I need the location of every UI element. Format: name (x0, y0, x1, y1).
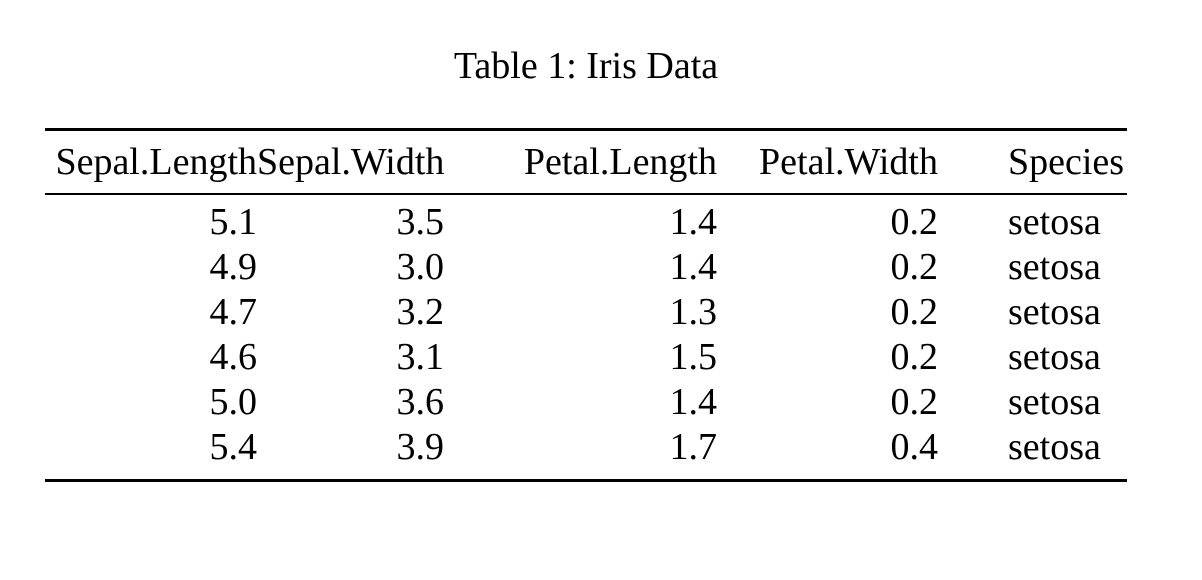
table-header: Sepal.Length Sepal.Width Petal.Length Pe… (45, 129, 1127, 195)
document-page: Table 1: Iris Data Sepal.Length Sepal.Wi… (45, 44, 1127, 482)
cell-petal-width: 0.2 (890, 201, 939, 243)
table-row: 5.0 3.6 1.4 0.2 setosa (45, 380, 1127, 425)
column-header-sepal-width: Sepal.Width (257, 129, 444, 195)
table-row: 4.9 3.0 1.4 0.2 setosa (45, 245, 1127, 290)
cell-sepal-length: 5.4 (209, 426, 258, 468)
cell-petal-length: 1.3 (669, 291, 718, 333)
cell-species: setosa (1008, 381, 1101, 423)
cell-petal-width: 0.4 (890, 426, 939, 468)
cell-petal-length: 1.4 (669, 246, 718, 288)
cell-petal-width: 0.2 (890, 246, 939, 288)
cell-species: setosa (1008, 201, 1101, 243)
cell-petal-length: 1.4 (669, 381, 718, 423)
cell-sepal-width: 3.5 (396, 201, 445, 243)
table-row: 5.1 3.5 1.4 0.2 setosa (45, 194, 1127, 245)
cell-sepal-length: 5.0 (209, 381, 258, 423)
cell-sepal-width: 3.1 (396, 336, 445, 378)
cell-sepal-length: 4.6 (209, 336, 258, 378)
cell-petal-length: 1.7 (669, 426, 718, 468)
iris-data-table: Sepal.Length Sepal.Width Petal.Length Pe… (45, 128, 1127, 482)
cell-petal-length: 1.4 (669, 201, 718, 243)
cell-sepal-width: 3.6 (396, 381, 445, 423)
table-row: 5.4 3.9 1.7 0.4 setosa (45, 425, 1127, 481)
cell-sepal-width: 3.9 (396, 426, 445, 468)
cell-sepal-width: 3.2 (396, 291, 445, 333)
table-caption: Table 1: Iris Data (453, 45, 719, 87)
column-header-petal-length: Petal.Length (444, 129, 717, 195)
cell-sepal-length: 5.1 (209, 201, 258, 243)
column-header-petal-width: Petal.Width (717, 129, 938, 195)
cell-sepal-width: 3.0 (396, 246, 445, 288)
table-row: 4.7 3.2 1.3 0.2 setosa (45, 290, 1127, 335)
cell-petal-width: 0.2 (890, 336, 939, 378)
cell-species: setosa (1008, 246, 1101, 288)
cell-petal-length: 1.5 (669, 336, 718, 378)
table-row: 4.6 3.1 1.5 0.2 setosa (45, 335, 1127, 380)
header-row: Sepal.Length Sepal.Width Petal.Length Pe… (45, 129, 1127, 195)
cell-species: setosa (1008, 291, 1101, 333)
cell-sepal-length: 4.7 (209, 291, 258, 333)
cell-species: setosa (1008, 336, 1101, 378)
table-body: 5.1 3.5 1.4 0.2 setosa 4.9 3.0 1.4 0.2 s… (45, 194, 1127, 481)
cell-petal-width: 0.2 (890, 291, 939, 333)
column-header-sepal-length: Sepal.Length (45, 129, 257, 195)
cell-sepal-length: 4.9 (209, 246, 258, 288)
cell-species: setosa (1008, 426, 1101, 468)
column-header-species: Species (938, 129, 1127, 195)
cell-petal-width: 0.2 (890, 381, 939, 423)
